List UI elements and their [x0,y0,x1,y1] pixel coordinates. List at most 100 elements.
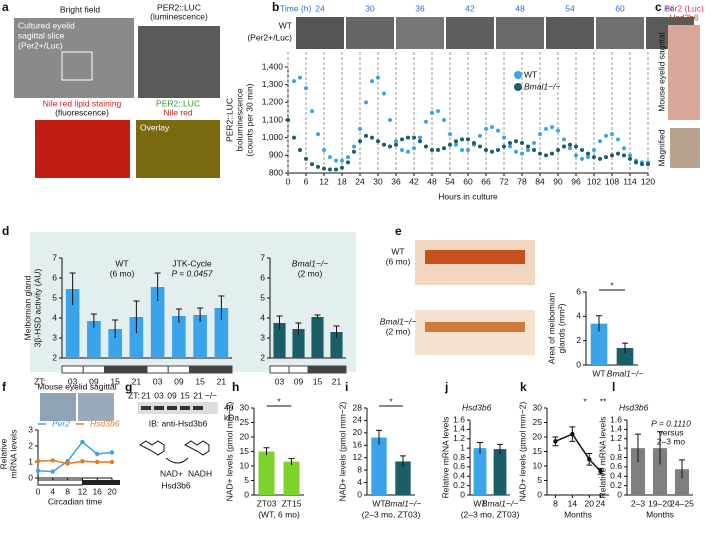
data-point [388,118,392,122]
data-point [310,162,314,167]
light-phase [37,479,83,486]
data-point [448,132,452,137]
annotation: * [277,396,281,406]
data-point [526,148,530,153]
group-label: WT [391,246,404,256]
y-tick-label: 0 [617,489,622,499]
data-point [586,155,590,160]
y-tick-label: 15 [533,446,543,456]
panel-letter: i [345,380,348,394]
data-point [50,469,55,474]
data-point [532,148,536,153]
y-tick-label: 1 [460,442,465,452]
data-point [502,135,506,140]
reaction-label: NAD+ [160,468,183,478]
panel-letter: h [232,380,239,394]
dark-phase [307,365,328,374]
x-tick-label: 09 [89,376,99,386]
data-point [466,148,470,153]
data-point [370,135,374,140]
y-tick-label: 25 [533,417,543,427]
bar [674,469,690,495]
y-tick-label: 15 [240,446,250,456]
y-tick-label: 5 [537,475,542,485]
light-phase [167,365,190,374]
series-line [555,433,602,472]
lane-label: 09 [167,390,177,400]
stain-label: Hsd3b6 [669,12,699,22]
y-axis-label: Area of meibomian [546,293,556,365]
x-tick-label: Bmal1−/− [607,368,643,378]
data-point [502,144,506,149]
data-point [370,79,374,84]
panel-letter: g [125,380,132,394]
light-phase [61,365,84,374]
x-tick-label: 36 [391,176,401,186]
light-phase [288,365,309,374]
bar [292,329,305,358]
error-bar [333,325,340,338]
y-tick-label: 5 [52,292,57,302]
y-tick-label: 0 [244,489,249,499]
y-tick-label: 0 [357,489,362,499]
data-point [604,155,608,160]
data-point [587,457,592,462]
x-tick-label: 21 [217,376,227,386]
y-tick-label: 6 [52,272,57,282]
data-point [598,139,602,144]
side-label: Magnified [656,129,666,166]
data-point [418,135,422,140]
data-point [562,137,566,142]
data-point [592,148,596,153]
y-tick-label: 0.6 [453,461,465,471]
x-tick-label: 18 [337,176,347,186]
x-tick-label: WT [592,368,605,378]
data-point [436,148,440,153]
error-bar [622,342,628,353]
data-point [580,156,584,161]
data-point [286,118,290,122]
x-tick-label: 60 [463,176,473,186]
data-point [430,148,434,153]
y-tick-label: 20 [533,431,543,441]
lane-label: 21 [141,390,151,400]
section-image-2 [78,393,114,421]
time-value: 42 [465,3,475,13]
side-label: Mouse eyelid sagittal [656,32,666,111]
data-point [358,139,362,144]
data-point [65,461,70,466]
annotation: * [610,280,614,290]
bar [87,321,101,358]
y-tick-label: 4 [576,311,581,321]
data-point [484,126,488,131]
dark-phase [125,365,148,374]
bar [172,316,186,358]
data-point [382,142,386,147]
y-tick-label: 30 [240,402,250,412]
x-axis-label: Months [564,509,592,519]
light-phase [146,365,169,374]
magnified-image [670,128,700,168]
x-axis-label: (2–3 mo, ZT03) [461,509,520,519]
legend-swatch [514,83,522,91]
bar [258,451,275,495]
y-tick-label: 0 [28,472,33,482]
data-point [358,126,362,131]
y-tick-label: 0.8 [453,452,465,462]
x-tick-label: 03 [68,376,78,386]
data-point [478,133,482,138]
annotation: JTK-Cycle [172,258,211,268]
data-point [556,148,560,153]
panel-letter: d [2,224,9,238]
y-tick-label: 1 [28,456,33,466]
x-tick-label: 84 [535,176,545,186]
y-axis-label: 3β-HSD activity (AU) [32,269,42,348]
time-value: 54 [565,3,575,13]
data-point [574,153,578,158]
y-axis-label: Relative mRNA levels [597,417,607,499]
time-label: Time (h) [280,3,311,13]
data-point [604,133,608,138]
luminescence-image [138,26,220,98]
chart-title: Hsd3b6 [619,402,649,412]
